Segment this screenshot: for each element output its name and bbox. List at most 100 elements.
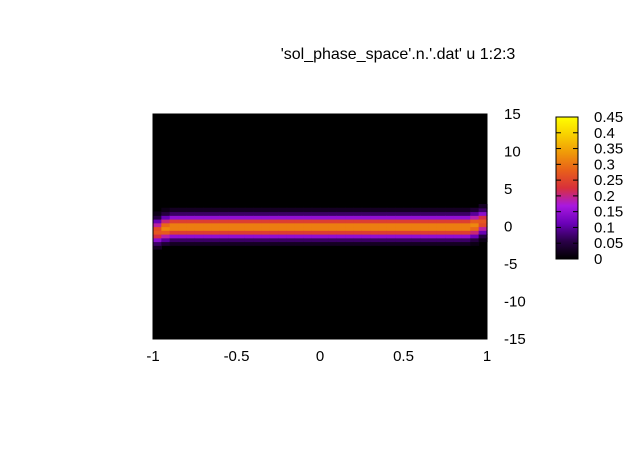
heatmap-cell: [345, 241, 354, 246]
heatmap-cell: [153, 237, 162, 243]
heatmap-cell: [169, 222, 179, 228]
heatmap-cell: [370, 241, 380, 246]
heatmap-cell: [278, 237, 288, 243]
heatmap-cell: [269, 222, 279, 228]
heatmap-cell: [436, 215, 446, 220]
heatmap-cell: [361, 226, 371, 231]
y-tick-label: 15: [504, 106, 521, 123]
heatmap-cell: [203, 237, 213, 243]
heatmap-cell: [320, 222, 329, 228]
heatmap-cell: [286, 226, 296, 231]
heatmap-cell: [353, 219, 363, 224]
heatmap-cell: [236, 222, 246, 228]
heatmap-cell: [161, 219, 171, 224]
heatmap-cell: [461, 234, 471, 239]
heatmap-cell: [436, 230, 446, 235]
heatmap-cell: [353, 226, 363, 231]
heatmap-cell: [194, 207, 204, 213]
heatmap-cell: [261, 230, 271, 235]
heatmap-cell: [428, 226, 438, 231]
heatmap-cell: [453, 230, 463, 235]
heatmap-cell: [294, 241, 304, 246]
heatmap-cell: [186, 211, 196, 216]
heatmap-cell: [478, 215, 488, 220]
heatmap-cell: [320, 234, 329, 239]
heatmap-cell: [320, 237, 329, 243]
heatmap-cell: [303, 230, 313, 235]
heatmap-cell: [161, 222, 171, 228]
heatmap-cell: [311, 211, 321, 216]
heatmap-cell: [386, 230, 396, 235]
heatmap-cell: [311, 215, 321, 220]
heatmap-cell: [336, 207, 346, 213]
heatmap-cell: [445, 211, 455, 216]
heatmap-cell: [378, 226, 388, 231]
heatmap-cell: [178, 222, 187, 228]
heatmap-cell: [203, 234, 213, 239]
heatmap-cell: [153, 222, 162, 228]
heatmap-cell: [278, 211, 288, 216]
heatmap-cell: [320, 230, 329, 235]
heatmap-cell: [269, 207, 279, 213]
heatmap-cell: [253, 226, 263, 231]
heatmap-cell: [203, 211, 213, 216]
heatmap-cell: [219, 230, 229, 235]
heatmap-cell: [345, 222, 354, 228]
heatmap-cell: [228, 207, 238, 213]
heatmap-cell: [186, 230, 196, 235]
heatmap-cell: [395, 207, 405, 213]
heatmap-cell: [286, 222, 296, 228]
heatmap-cell: [194, 215, 204, 220]
heatmap-cell: [361, 207, 371, 213]
heatmap-cell: [269, 226, 279, 231]
heatmap-cell: [186, 222, 196, 228]
heatmap-cell: [436, 219, 446, 224]
heatmap-cell: [303, 222, 313, 228]
heatmap-cell: [236, 207, 246, 213]
heatmap-cell: [186, 234, 196, 239]
heatmap-cell: [194, 222, 204, 228]
heatmap-cell: [328, 211, 338, 216]
heatmap-cell: [253, 211, 263, 216]
heatmap-cell: [194, 219, 204, 224]
heatmap-cell: [453, 207, 463, 213]
heatmap-cell: [470, 230, 480, 235]
heatmap-cell: [345, 226, 354, 231]
heatmap-cell: [244, 230, 254, 235]
heatmap-cell: [236, 237, 246, 243]
heatmap-cell: [470, 226, 480, 231]
heatmap-cell: [395, 222, 405, 228]
heatmap-cell: [153, 241, 162, 246]
heatmap-cell: [353, 234, 363, 239]
heatmap-cell: [470, 241, 480, 246]
heatmap-cell: [194, 237, 204, 243]
heatmap-cell: [278, 234, 288, 239]
heatmap-cell: [336, 234, 346, 239]
heatmap-cell: [336, 226, 346, 231]
heatmap-cell: [420, 234, 430, 239]
heatmap-cell: [370, 234, 380, 239]
heatmap-cell: [236, 211, 246, 216]
heatmap-cell: [211, 226, 221, 231]
heatmap-cell: [328, 219, 338, 224]
heatmap-cell: [219, 215, 229, 220]
heatmap-cell: [320, 241, 329, 246]
heatmap-cell: [161, 215, 171, 220]
heatmap-cell: [461, 237, 471, 243]
heatmap-cell: [378, 237, 388, 243]
heatmap-cell: [361, 215, 371, 220]
heatmap-cell: [470, 207, 480, 213]
heatmap-cell: [228, 215, 238, 220]
heatmap-cell: [453, 237, 463, 243]
heatmap-cell: [328, 207, 338, 213]
heatmap-cell: [395, 241, 405, 246]
heatmap-cell: [478, 234, 488, 239]
heatmap-cell: [428, 237, 438, 243]
heatmap-cell: [303, 234, 313, 239]
heatmap-cell: [378, 207, 388, 213]
x-tick-label: -1: [146, 348, 159, 365]
heatmap-cell: [219, 207, 229, 213]
heatmap-cell: [244, 207, 254, 213]
heatmap-cell: [294, 222, 304, 228]
heatmap-cell: [461, 226, 471, 231]
